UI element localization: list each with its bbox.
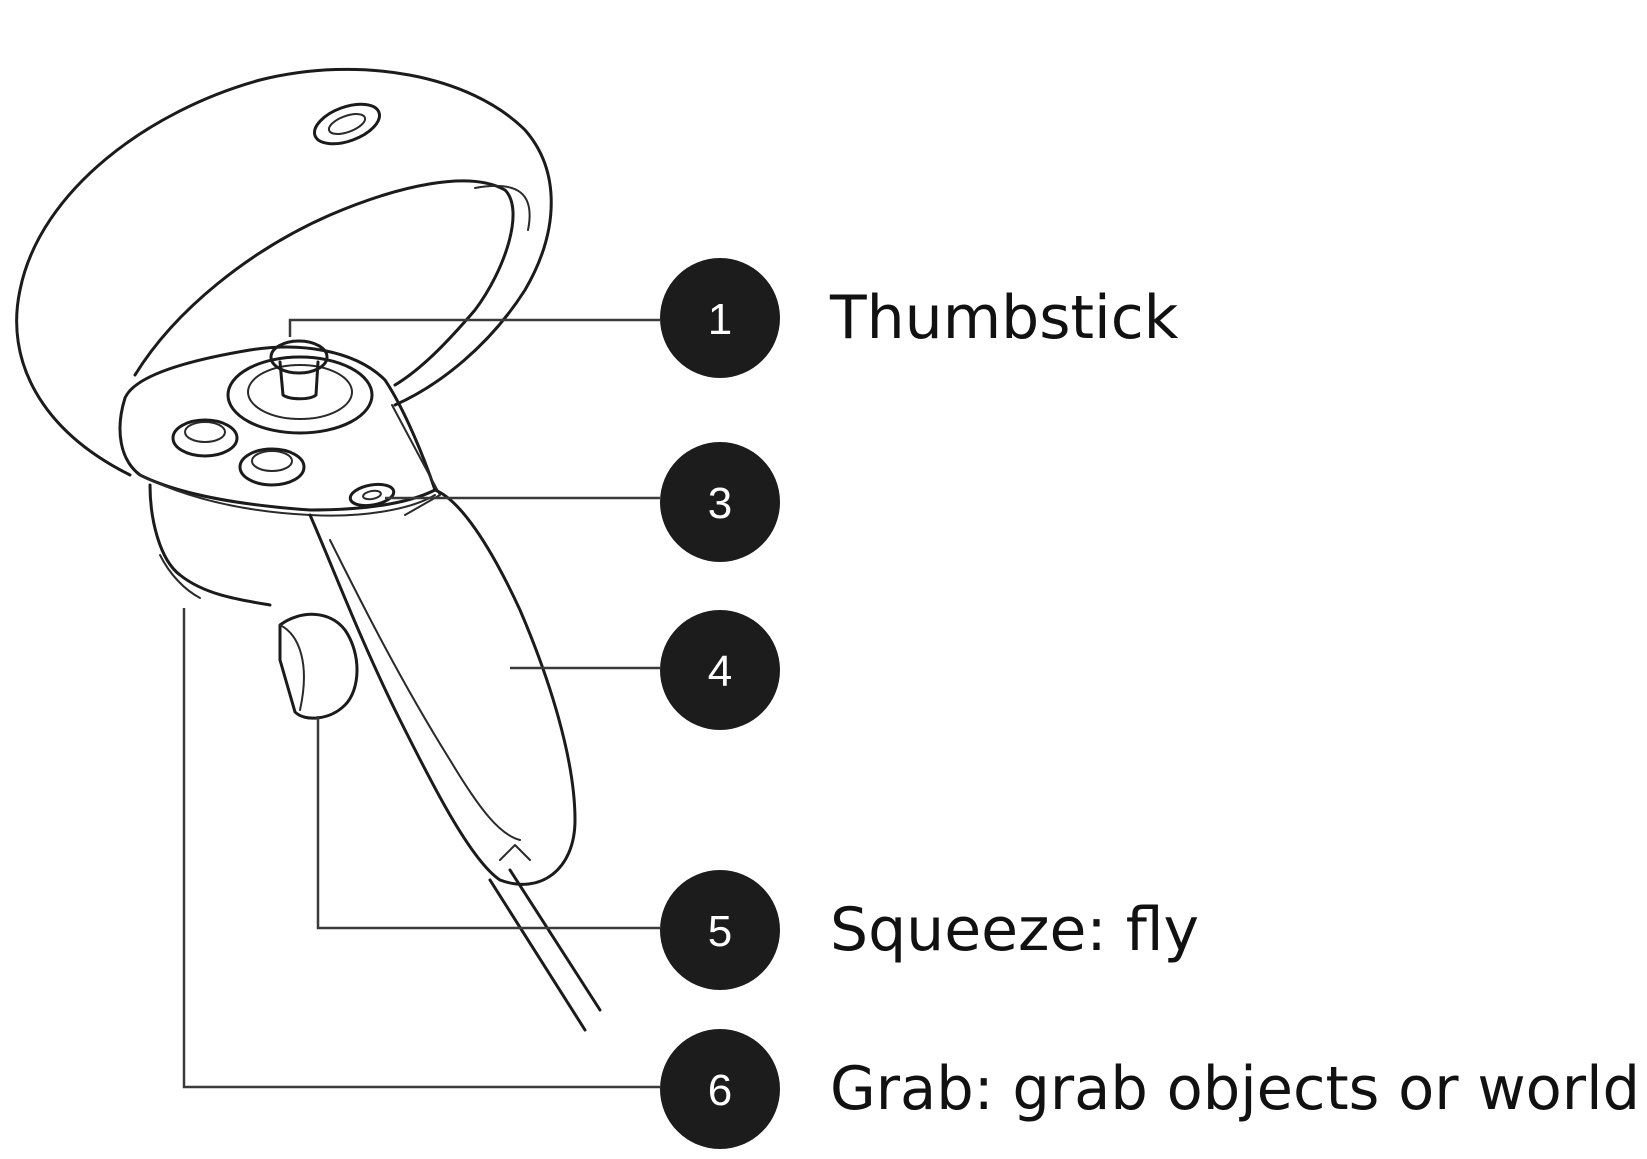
handle-seam <box>329 539 521 841</box>
b-button-top-icon <box>184 421 226 443</box>
callout-badge-6: 6 <box>660 1029 780 1149</box>
grip-handle <box>308 488 577 886</box>
callout-badge-5: 5 <box>660 870 780 990</box>
ring-logo-inner-icon <box>327 113 367 135</box>
callout-badge-3: 3 <box>660 442 780 562</box>
thumbstick-base-icon <box>226 355 374 435</box>
tracking-ring-edge <box>474 184 531 231</box>
trigger-lower <box>159 554 201 599</box>
ring-logo-outer-icon <box>313 102 381 146</box>
callout-number: 6 <box>708 1066 732 1115</box>
a-button-top-icon <box>251 450 293 472</box>
trigger-body <box>148 483 272 607</box>
menu-button-dot-icon <box>362 489 382 501</box>
callout-number: 5 <box>708 907 732 956</box>
thumbstick-stem-icon <box>278 360 320 401</box>
leader-lines <box>182 318 660 1089</box>
leader-line-1 <box>288 318 660 337</box>
callout-label-thumbstick: Thumbstick <box>829 283 1179 353</box>
callout-number: 4 <box>708 647 732 696</box>
callout-label-squeeze: Squeeze: fly <box>830 895 1199 965</box>
tracking-ring-outer <box>15 67 553 477</box>
tracking-ring-inner <box>133 179 515 387</box>
grip-button-face <box>279 624 305 711</box>
a-button-icon <box>238 447 306 487</box>
callout-badge-4: 4 <box>660 610 780 730</box>
leader-line-5 <box>316 716 660 930</box>
lanyard-strap <box>508 868 602 1012</box>
callout-label-grab: Grab: grab objects or world <box>830 1054 1640 1124</box>
lanyard-loop <box>499 844 531 861</box>
callout-number: 1 <box>708 295 732 344</box>
leader-line-6 <box>182 608 660 1089</box>
menu-button-icon <box>348 482 396 508</box>
b-button-icon <box>171 418 239 458</box>
thumbstick-ring-icon <box>247 364 353 420</box>
thumbstick-cap-icon <box>269 339 329 375</box>
lanyard-strap-edge <box>488 878 587 1032</box>
vr-controller-illustration <box>15 67 602 1032</box>
side-seam <box>391 404 441 516</box>
grip-button-icon <box>278 612 359 720</box>
callout-number: 3 <box>708 479 732 528</box>
callout-badge-1: 1 <box>660 258 780 378</box>
